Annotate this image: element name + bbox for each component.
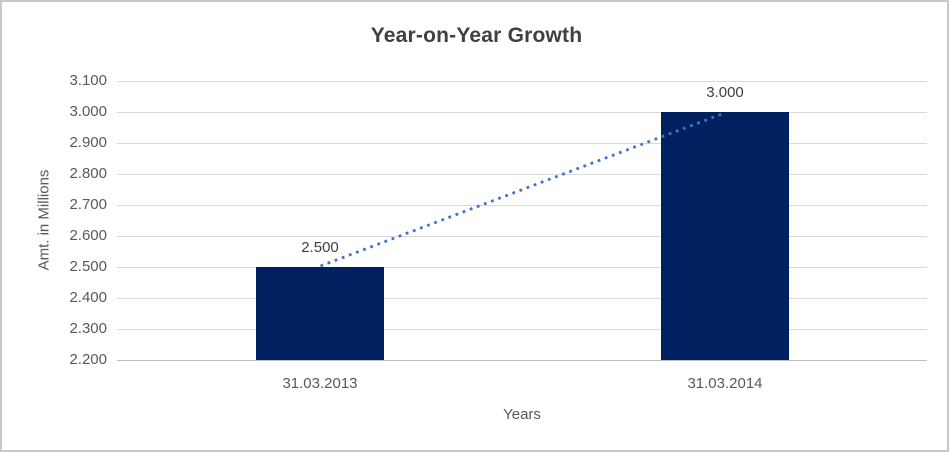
- bar-31.03.2013: [256, 267, 384, 360]
- y-tick-label: 2.400: [69, 289, 107, 306]
- gridline: [117, 205, 927, 206]
- y-tick-label: 2.800: [69, 165, 107, 182]
- bar-31.03.2014: [661, 112, 789, 360]
- y-axis-title: Amt. in Millions: [35, 169, 53, 271]
- y-tick-label: 3.000: [69, 103, 107, 120]
- y-tick-label: 2.300: [69, 320, 107, 337]
- y-tick-label: 2.900: [69, 134, 107, 151]
- y-tick-label: 2.600: [69, 227, 107, 244]
- gridline: [117, 112, 927, 113]
- chart-title: Year-on-Year Growth: [370, 24, 583, 47]
- data-label: 3.000: [706, 84, 744, 101]
- x-axis-line: [117, 360, 927, 361]
- y-tick-label: 2.500: [69, 258, 107, 275]
- gridline: [117, 236, 927, 237]
- y-tick-label: 2.700: [69, 196, 107, 213]
- gridline: [117, 143, 927, 144]
- y-tick-label: 2.200: [69, 351, 107, 368]
- gridline: [117, 81, 927, 82]
- data-label: 2.500: [301, 239, 339, 256]
- gridline: [117, 329, 927, 330]
- y-tick-label: 3.100: [69, 72, 107, 89]
- x-tick-label: 31.03.2014: [687, 375, 763, 392]
- gridline: [117, 298, 927, 299]
- gridline: [117, 174, 927, 175]
- x-tick-label: 31.03.2013: [282, 375, 358, 392]
- gridline: [117, 267, 927, 268]
- x-axis-title: Years: [503, 406, 541, 423]
